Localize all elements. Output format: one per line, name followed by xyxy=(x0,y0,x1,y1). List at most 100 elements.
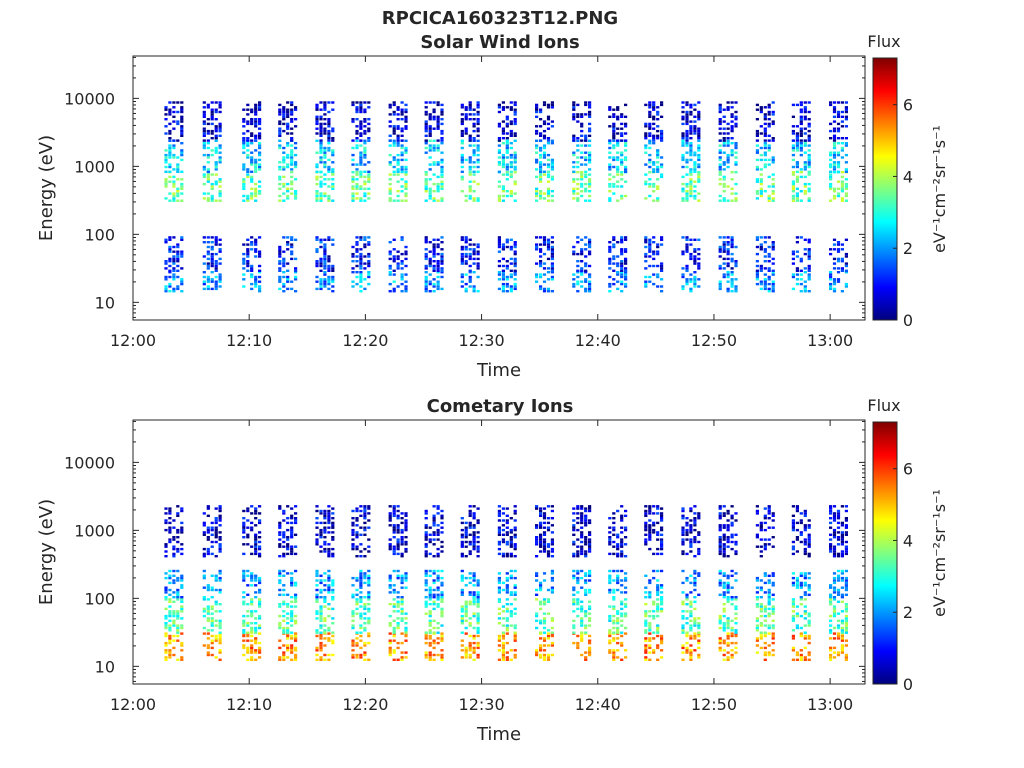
heatmap-cell xyxy=(202,144,206,147)
heatmap-cell xyxy=(396,545,400,548)
heatmap-cell xyxy=(282,658,286,661)
heatmap-cell xyxy=(726,101,730,104)
heatmap-cell xyxy=(689,255,693,258)
heatmap-cell xyxy=(542,626,547,630)
heatmap-cell xyxy=(472,170,476,173)
heatmap-cell xyxy=(572,101,576,104)
heatmap-cell xyxy=(580,182,584,186)
heatmap-cell xyxy=(172,634,176,638)
heatmap-cell xyxy=(388,113,392,116)
heatmap-cell xyxy=(726,250,730,253)
heatmap-cell xyxy=(168,149,172,152)
heatmap-cell xyxy=(588,127,592,130)
heatmap-cell xyxy=(844,110,848,114)
heatmap-cell xyxy=(501,129,505,133)
heatmap-cell xyxy=(218,280,222,283)
heatmap-cell xyxy=(718,245,722,249)
heatmap-cell xyxy=(319,149,323,152)
heatmap-cell xyxy=(315,572,319,575)
heatmap-cell xyxy=(795,125,799,128)
heatmap-cell xyxy=(323,531,327,534)
heatmap-cell xyxy=(542,262,547,265)
heatmap-cell xyxy=(359,278,363,281)
heatmap-cell xyxy=(624,626,628,630)
heatmap-cell xyxy=(501,106,505,109)
heatmap-cell xyxy=(388,190,392,193)
heatmap-cell xyxy=(164,624,168,627)
heatmap-cell xyxy=(546,656,551,659)
heatmap-cell xyxy=(476,600,480,603)
heatmap-cell xyxy=(546,267,551,270)
heatmap-cell xyxy=(176,540,180,544)
heatmap-cell xyxy=(404,185,408,188)
heatmap-cell xyxy=(620,280,624,283)
heatmap-cell xyxy=(460,631,464,634)
heatmap-cell xyxy=(359,275,363,279)
heatmap-cell xyxy=(468,649,472,652)
heatmap-cell xyxy=(258,103,262,107)
heatmap-cell xyxy=(331,521,335,525)
heatmap-cell xyxy=(246,536,250,539)
heatmap-cell xyxy=(206,531,210,534)
heatmap-cell xyxy=(836,280,841,283)
heatmap-cell xyxy=(759,287,763,291)
heatmap-cell xyxy=(164,617,168,620)
heatmap-cell xyxy=(652,134,656,137)
heatmap-cell xyxy=(685,264,689,268)
heatmap-cell xyxy=(509,142,513,145)
heatmap-cell xyxy=(795,149,799,152)
heatmap-cell xyxy=(278,533,282,536)
heatmap-cell xyxy=(331,588,335,592)
heatmap-cell xyxy=(608,197,612,200)
heatmap-cell xyxy=(829,153,833,157)
heatmap-cell xyxy=(693,248,697,251)
heatmap-cell xyxy=(278,139,282,142)
heatmap-cell xyxy=(542,197,547,200)
heatmap-cell xyxy=(730,241,734,244)
heatmap-cell xyxy=(572,113,576,116)
heatmap-cell xyxy=(542,533,547,536)
heatmap-cell xyxy=(472,637,476,640)
heatmap-cell xyxy=(355,545,359,548)
heatmap-cell xyxy=(501,287,505,291)
heatmap-cell xyxy=(355,182,359,186)
heatmap-cell xyxy=(580,252,584,256)
heatmap-cell xyxy=(400,610,404,613)
heatmap-cell xyxy=(440,632,444,635)
heatmap-cell xyxy=(218,591,222,594)
heatmap-cell xyxy=(168,624,172,627)
heatmap-cell xyxy=(290,139,294,142)
heatmap-cell xyxy=(612,134,616,137)
heatmap-cell xyxy=(580,514,584,517)
heatmap-cell xyxy=(424,579,428,582)
heatmap-cell xyxy=(840,115,844,118)
heatmap-cell xyxy=(836,153,841,157)
heatmap-cell xyxy=(608,262,612,265)
heatmap-cell xyxy=(400,552,404,556)
heatmap-cell xyxy=(656,243,660,246)
heatmap-cell xyxy=(218,275,222,279)
heatmap-cell xyxy=(258,547,262,551)
heatmap-cell xyxy=(254,192,258,195)
heatmap-cell xyxy=(718,199,722,202)
heatmap-cell xyxy=(501,194,505,198)
heatmap-cell xyxy=(505,115,509,118)
heatmap-cell xyxy=(278,280,282,283)
heatmap-cell xyxy=(513,245,517,249)
heatmap-cell xyxy=(424,134,428,137)
heatmap-cell xyxy=(176,514,180,517)
heatmap-cell xyxy=(546,106,551,109)
heatmap-cell xyxy=(436,149,440,152)
heatmap-cell xyxy=(367,634,371,638)
heatmap-cell xyxy=(440,182,444,186)
heatmap-cell xyxy=(400,158,404,162)
heatmap-cell xyxy=(576,552,580,556)
heatmap-cell xyxy=(759,178,763,181)
heatmap-cell xyxy=(404,146,408,150)
heatmap-cell xyxy=(436,605,440,608)
heatmap-cell xyxy=(432,519,436,522)
heatmap-cell xyxy=(218,285,222,288)
heatmap-cell xyxy=(588,646,592,650)
heatmap-cell xyxy=(351,260,355,263)
heatmap-cell xyxy=(327,149,331,152)
